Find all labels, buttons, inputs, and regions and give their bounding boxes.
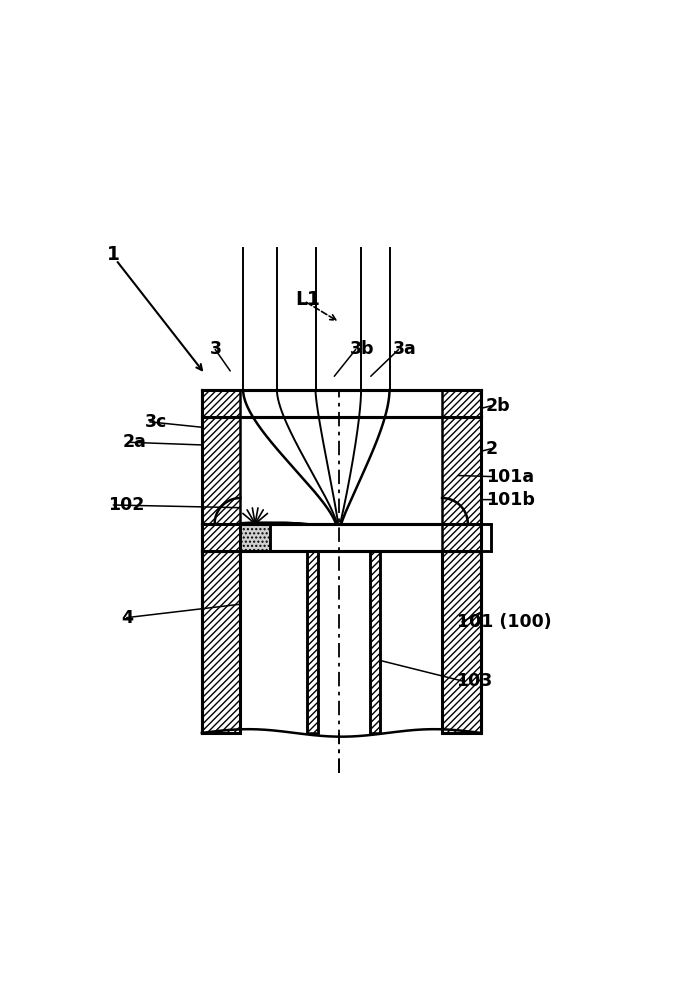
Text: 103: 103	[457, 672, 493, 690]
Bar	[442, 390, 481, 417]
Text: 4: 4	[121, 609, 134, 627]
Bar	[202, 524, 481, 551]
Text: 101b: 101b	[486, 491, 535, 509]
Text: 101 (100): 101 (100)	[457, 613, 551, 631]
Text: L1: L1	[295, 290, 320, 309]
Bar	[442, 551, 481, 733]
Bar	[370, 551, 381, 733]
Bar	[202, 551, 240, 733]
Text: 3b: 3b	[350, 340, 375, 358]
Bar	[202, 417, 240, 524]
Bar	[202, 390, 481, 417]
Text: 3: 3	[210, 340, 222, 358]
Bar	[202, 524, 240, 551]
Text: 1: 1	[107, 245, 120, 264]
Text: 2a: 2a	[123, 433, 147, 451]
Bar	[481, 524, 491, 551]
Bar	[202, 390, 240, 417]
Text: 102: 102	[108, 496, 145, 514]
Bar	[442, 417, 481, 524]
Text: 3a: 3a	[393, 340, 417, 358]
Text: 3c: 3c	[145, 413, 167, 431]
Text: 101a: 101a	[486, 468, 534, 486]
Bar	[240, 524, 270, 551]
Bar	[307, 551, 318, 733]
Text: 2: 2	[486, 440, 498, 458]
Bar	[442, 524, 481, 551]
Text: 2b: 2b	[486, 397, 511, 415]
